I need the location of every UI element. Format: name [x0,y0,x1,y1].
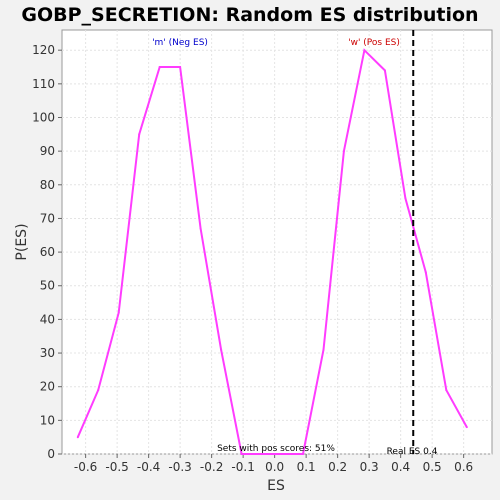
series-layer [76,48,468,455]
x-tick-label: 0.1 [297,460,316,474]
x-tick-label: 0.6 [454,460,473,474]
x-tick-label: 0.0 [265,460,284,474]
real-es-annotation: Real ES 0.4 [387,447,438,457]
data-point [240,453,243,455]
data-point [322,348,325,351]
y-tick-label: 110 [32,77,55,91]
y-tick-label: 100 [32,110,55,124]
series-line [76,48,468,455]
data-point [424,271,427,274]
data-point [465,426,468,429]
x-tick-label: -0.3 [168,460,191,474]
y-axis-ticks: 0 10 20 30 40 50 60 70 80 90 100 110 120 [32,43,62,461]
data-point [363,49,366,52]
y-tick-label: 50 [40,279,55,293]
plot-area [61,29,493,455]
x-tick-label: 0.2 [328,460,347,474]
data-point [76,436,79,439]
data-point [97,389,100,392]
data-point [445,389,448,392]
chart-title: GOBP_SECRETION: Random ES distribution [21,4,478,26]
x-tick-label: -0.6 [74,460,97,474]
data-point [302,453,304,455]
data-point [117,311,120,314]
y-axis-label: P(ES) [14,223,30,260]
data-point [281,453,284,455]
x-tick-label: 0.3 [360,460,379,474]
x-tick-label: -0.4 [137,460,160,474]
x-tick-label: -0.5 [105,460,128,474]
neg-es-annotation: 'm' (Neg ES) [152,38,208,48]
sets-pos-scores-annotation: Sets with pos scores: 51% [217,444,335,454]
x-axis-label: ES [267,478,285,494]
y-tick-label: 80 [40,178,55,192]
x-tick-label: -0.2 [200,460,223,474]
data-point [404,197,407,200]
data-point [383,69,386,72]
y-tick-label: 90 [40,144,55,158]
data-point [179,66,182,68]
data-point [220,348,223,351]
pos-es-annotation: 'w' (Pos ES) [348,38,400,48]
y-tick-label: 120 [32,43,55,57]
y-tick-label: 40 [40,312,55,326]
data-point [158,66,161,68]
data-point [342,150,345,153]
data-point [138,133,141,136]
data-point [261,453,263,455]
y-tick-label: 20 [40,380,55,394]
x-tick-label: -0.1 [231,460,254,474]
y-tick-label: 60 [40,245,55,259]
grid-lines [62,30,492,455]
y-tick-label: 0 [47,447,55,461]
x-tick-label: 0.5 [423,460,442,474]
y-tick-label: 30 [40,346,55,360]
data-point [199,227,202,230]
x-axis-ticks: -0.6 -0.5 -0.4 -0.3 -0.2 -0.1 0.0 0.1 0.2 0.3 0.4 0… [74,454,473,474]
y-tick-label: 10 [40,413,55,427]
y-tick-label: 70 [40,211,55,225]
x-tick-label: 0.4 [391,460,410,474]
